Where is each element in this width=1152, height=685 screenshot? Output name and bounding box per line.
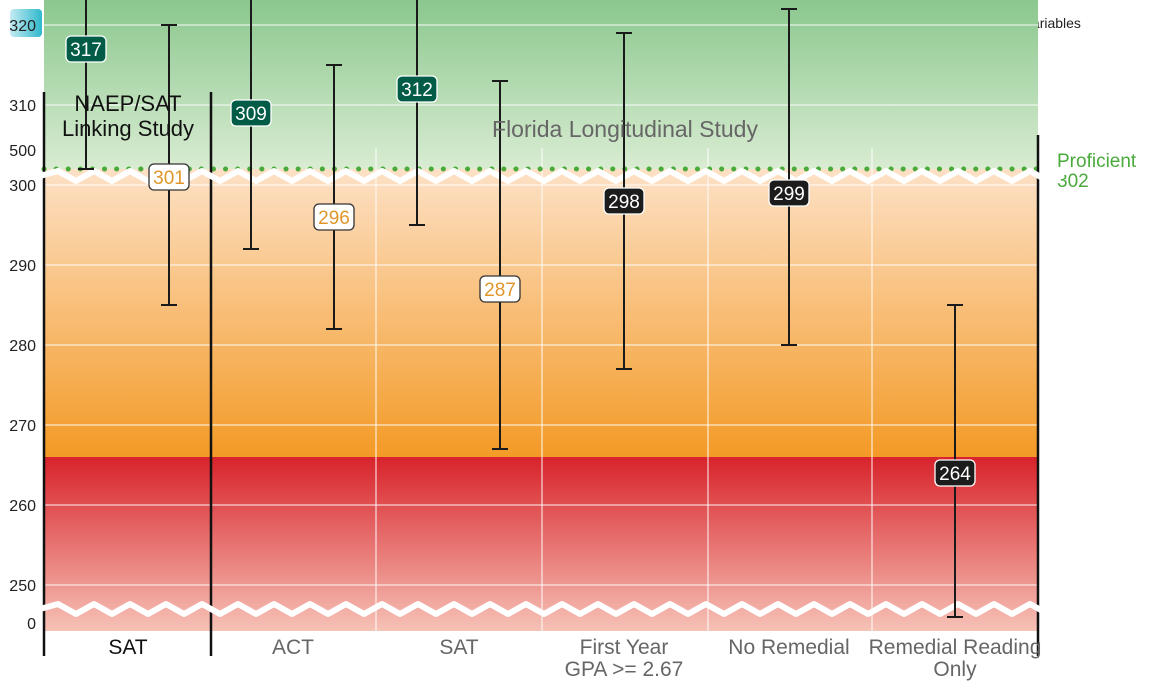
category-label: ACT — [272, 636, 314, 659]
band-basic — [44, 169, 1038, 457]
value-marker-other — [603, 187, 645, 215]
y-tick-label: 260 — [9, 498, 36, 515]
category-label: No Remedial — [728, 636, 849, 659]
category-label: Remedial Reading Only — [869, 636, 1042, 681]
category-label: First Year GPA >= 2.67 — [565, 636, 684, 681]
value-marker-at-or-above — [65, 35, 107, 63]
y-tick-label: 280 — [9, 338, 36, 355]
y-tick-label: 320 — [9, 18, 36, 35]
value-label: 301 — [153, 168, 185, 189]
value-label: 296 — [318, 208, 350, 229]
value-label: 298 — [608, 192, 640, 213]
category-label: SAT — [439, 636, 478, 659]
value-marker-other — [768, 179, 810, 207]
value-label: 312 — [401, 80, 433, 101]
panel-title-florida: Florida Longitudinal Study — [492, 116, 758, 142]
value-marker-at-or-above — [230, 99, 272, 127]
value-label: 309 — [235, 104, 267, 125]
y-tick-label: 270 — [9, 418, 36, 435]
y-tick-label: 250 — [9, 578, 36, 595]
proficient-reference-label: Proficient 302 — [1057, 151, 1137, 192]
value-marker-at-benchmark — [148, 163, 190, 191]
value-label: 264 — [939, 464, 971, 485]
value-label: 317 — [70, 40, 102, 61]
category-label: SAT — [108, 636, 147, 659]
value-marker-other — [934, 459, 976, 487]
y-tick-label: 290 — [9, 258, 36, 275]
y-tick-label: 310 — [9, 98, 36, 115]
value-label: 299 — [773, 184, 805, 205]
legend-swatch-advanced — [10, 9, 42, 37]
y-tick-label: 300 — [9, 178, 36, 195]
panel-title-linking: NAEP/SAT Linking Study — [62, 91, 194, 141]
y-tick-label: 500 — [9, 143, 36, 160]
value-marker-at-benchmark — [479, 275, 521, 303]
value-marker-at-benchmark — [313, 203, 355, 231]
band-proficient — [44, 0, 1038, 169]
value-marker-at-or-above — [396, 75, 438, 103]
y-tick-label: 0 — [27, 616, 36, 633]
value-label: 287 — [484, 280, 516, 301]
axis-break — [39, 601, 1068, 617]
axis-break — [39, 168, 1068, 184]
